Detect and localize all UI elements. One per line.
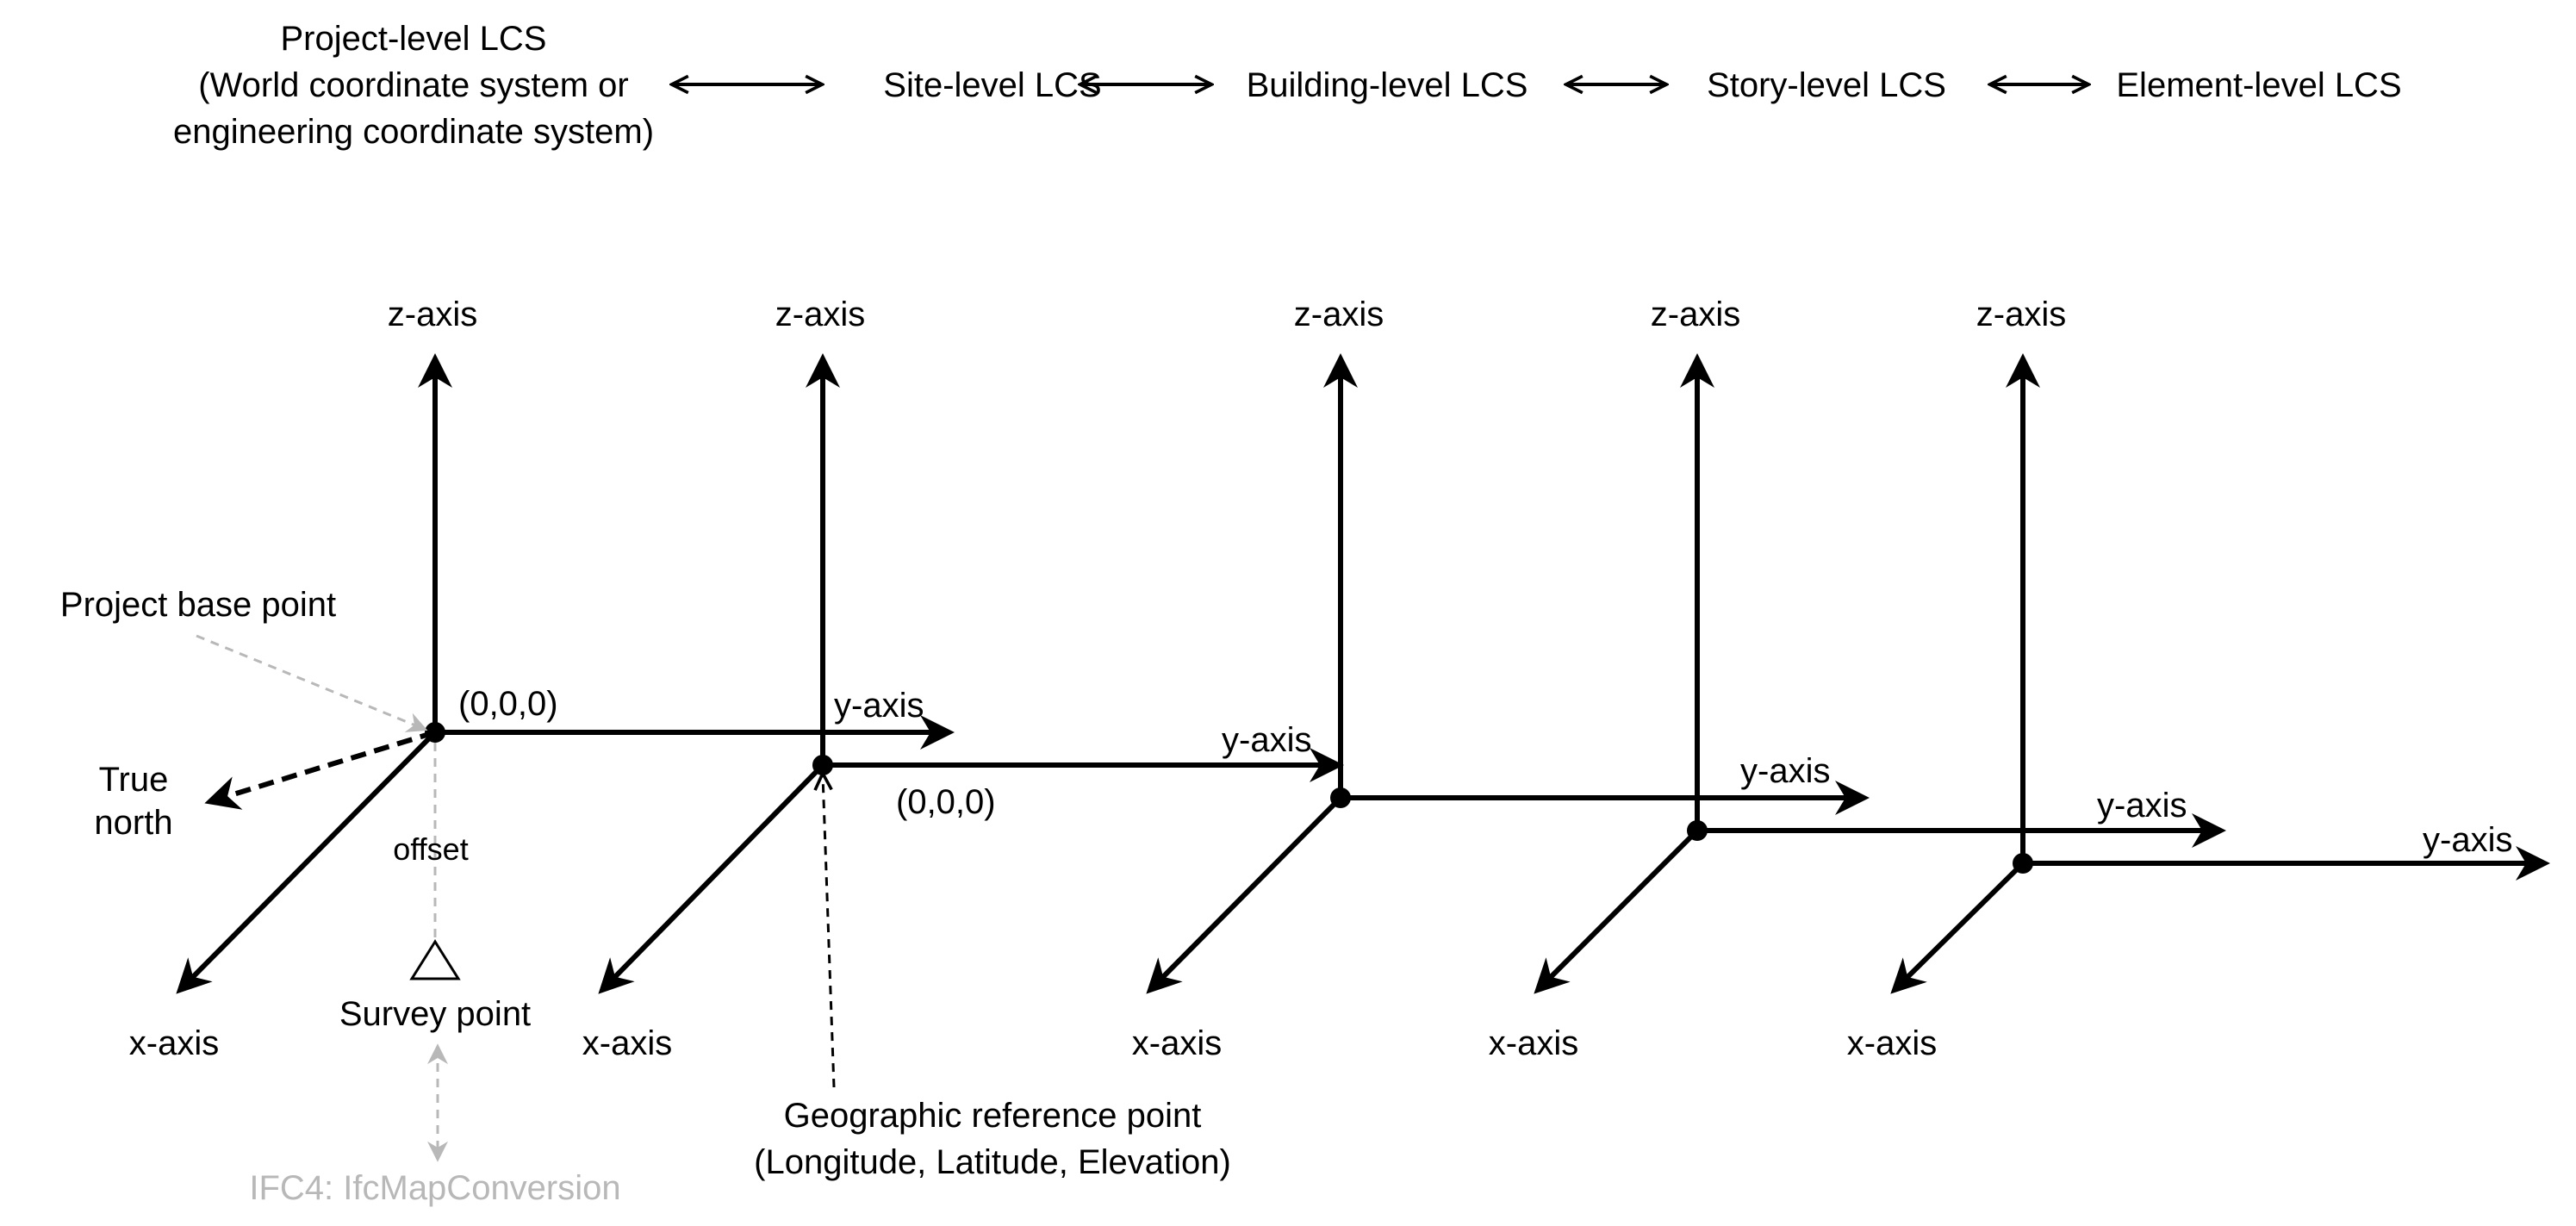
element-x-axis-label: x-axis	[1847, 1024, 1937, 1062]
true-north-label-1: True	[99, 761, 169, 799]
true-north-arrow	[204, 730, 436, 810]
story-x-axis	[1534, 828, 1700, 994]
project-origin-label: (0,0,0)	[458, 685, 558, 723]
element-y-axis-label: y-axis	[2423, 821, 2512, 859]
ifc-map-conversion-label: IFC4: IfcMapConversion	[249, 1169, 620, 1207]
project-lcs-title: Project-level LCS	[280, 20, 546, 58]
project-base-point-leader	[196, 634, 428, 732]
element-x-axis	[1890, 861, 2025, 994]
project-lcs-subtitle-1: (World coordinate system or	[198, 66, 628, 104]
true-north-label-2: north	[94, 804, 172, 842]
story-origin-point	[1687, 820, 1708, 841]
project-origin-point	[425, 722, 445, 743]
project-lcs-subtitle-2: engineering coordinate system)	[173, 113, 654, 151]
story-y-axis-label: y-axis	[2097, 787, 2187, 825]
story-x-axis-label: x-axis	[1489, 1024, 1578, 1062]
site-x-axis-label: x-axis	[582, 1024, 672, 1062]
geographic-reference-label-2: (Longitude, Latitude, Elevation)	[754, 1143, 1231, 1181]
project-x-axis-label: x-axis	[129, 1024, 219, 1062]
building-y-axis-label: y-axis	[1740, 752, 1830, 790]
story-coordinate-system: z-axis y-axis x-axis	[1489, 296, 2226, 1062]
project-y-axis-label: y-axis	[834, 687, 924, 725]
project-z-axis-label: z-axis	[388, 296, 477, 333]
site-coordinate-system: z-axis y-axis x-axis (0,0,0) Geographic …	[582, 296, 1344, 1181]
element-z-axis-label: z-axis	[1976, 296, 2066, 333]
story-lcs-label: Story-level LCS	[1707, 66, 1946, 104]
building-z-axis-label: z-axis	[1294, 296, 1384, 333]
survey-point-label: Survey point	[339, 995, 531, 1033]
geographic-reference-leader	[823, 775, 836, 1088]
site-y-axis-label: y-axis	[1222, 721, 1311, 759]
site-x-axis	[598, 762, 825, 994]
site-origin-point	[812, 755, 833, 775]
building-x-axis	[1146, 795, 1343, 994]
site-lcs-label: Site-level LCS	[883, 66, 1101, 104]
building-origin-point	[1330, 787, 1351, 808]
building-coordinate-system: z-axis y-axis x-axis	[1132, 296, 1870, 1062]
element-lcs-label: Element-level LCS	[2116, 66, 2401, 104]
story-z-axis-label: z-axis	[1651, 296, 1740, 333]
building-x-axis-label: x-axis	[1132, 1024, 1222, 1062]
offset-label: offset	[393, 831, 468, 867]
project-x-axis	[176, 730, 438, 994]
building-lcs-label: Building-level LCS	[1247, 66, 1528, 104]
element-coordinate-system: z-axis y-axis x-axis	[1847, 296, 2550, 1062]
site-z-axis-label: z-axis	[775, 296, 865, 333]
element-origin-point	[2013, 853, 2033, 874]
hierarchy-row: Project-level LCS (World coordinate syst…	[173, 20, 2402, 151]
project-base-point-label: Project base point	[60, 586, 336, 624]
survey-point-icon	[409, 939, 461, 980]
site-origin-label: (0,0,0)	[896, 783, 996, 821]
project-coordinate-system: z-axis y-axis x-axis (0,0,0) True north …	[60, 296, 955, 1207]
geographic-reference-label-1: Geographic reference point	[784, 1097, 1202, 1135]
